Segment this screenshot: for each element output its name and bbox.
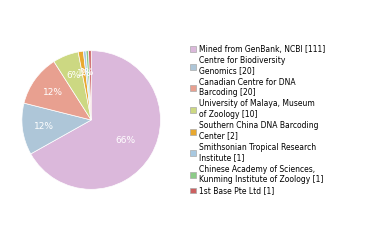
Text: 1%: 1% xyxy=(77,69,91,78)
Wedge shape xyxy=(54,52,91,120)
Text: 12%: 12% xyxy=(34,122,54,131)
Wedge shape xyxy=(83,51,91,120)
Wedge shape xyxy=(78,51,91,120)
Text: 6%: 6% xyxy=(66,72,81,80)
Wedge shape xyxy=(22,103,91,154)
Wedge shape xyxy=(31,51,160,189)
Text: 66%: 66% xyxy=(116,136,136,145)
Text: 12%: 12% xyxy=(43,88,63,97)
Text: 1%: 1% xyxy=(79,68,94,77)
Wedge shape xyxy=(86,51,91,120)
Legend: Mined from GenBank, NCBI [111], Centre for Biodiversity
Genomics [20], Canadian : Mined from GenBank, NCBI [111], Centre f… xyxy=(190,45,325,195)
Wedge shape xyxy=(89,51,91,120)
Wedge shape xyxy=(24,62,91,120)
